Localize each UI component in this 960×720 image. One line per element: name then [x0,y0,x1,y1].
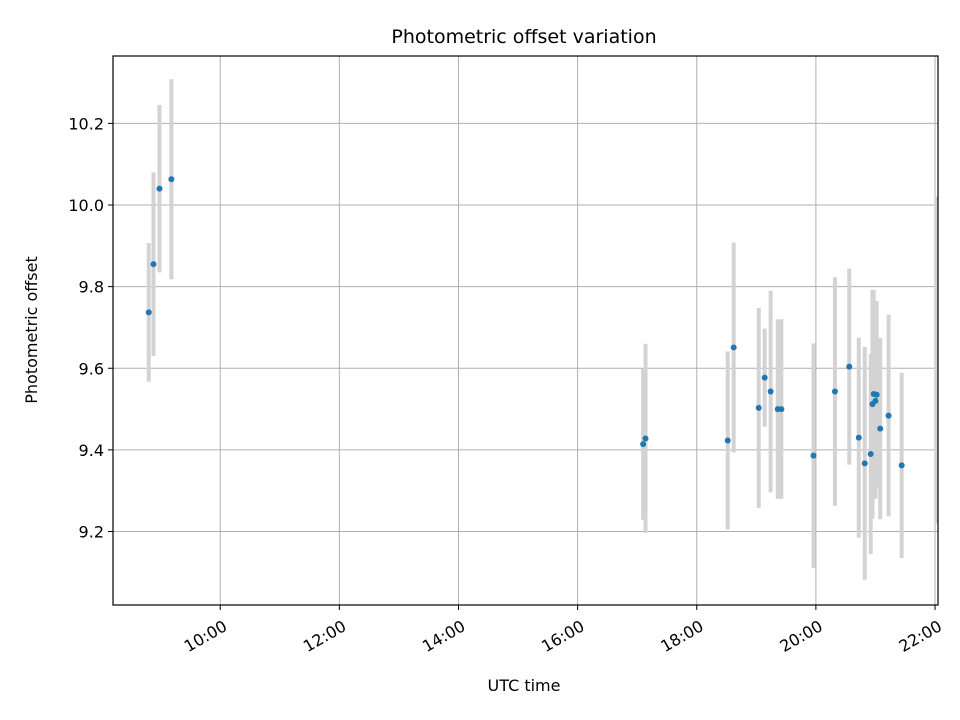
data-point [145,309,152,316]
y-axis-label: Photometric offset [22,256,41,404]
data-point [640,441,647,448]
data-point [642,435,649,442]
data-point [846,363,853,370]
data-point [150,261,157,268]
y-tick-label: 10.2 [68,114,104,133]
data-point [898,462,905,469]
data-point [855,434,862,441]
y-tick-label: 9.2 [79,523,104,542]
y-tick-label: 9.8 [79,278,104,297]
y-axis-ticks: 9.2 9.4 9.6 9.8 10.0 10.2 [68,114,113,542]
x-axis-label: UTC time [488,676,561,695]
data-point [885,412,892,419]
data-point [778,406,785,413]
y-tick-label: 9.4 [79,441,104,460]
data-point [755,404,762,411]
y-tick-label: 10.0 [68,196,104,215]
chart-title: Photometric offset variation [391,26,656,48]
data-point [831,388,838,395]
data-point [168,176,175,183]
data-point [156,185,163,192]
grid-layer [113,56,938,605]
data-point [877,425,884,432]
point-layer [145,176,905,469]
y-tick-label: 9.6 [79,359,104,378]
data-point [872,397,879,404]
data-point [724,437,731,444]
data-point [767,388,774,395]
data-point [861,460,868,467]
data-point [867,450,874,457]
data-point [810,452,817,459]
data-point [873,391,880,398]
data-point [761,374,768,381]
data-point [730,344,737,351]
axes-frame [112,55,939,606]
